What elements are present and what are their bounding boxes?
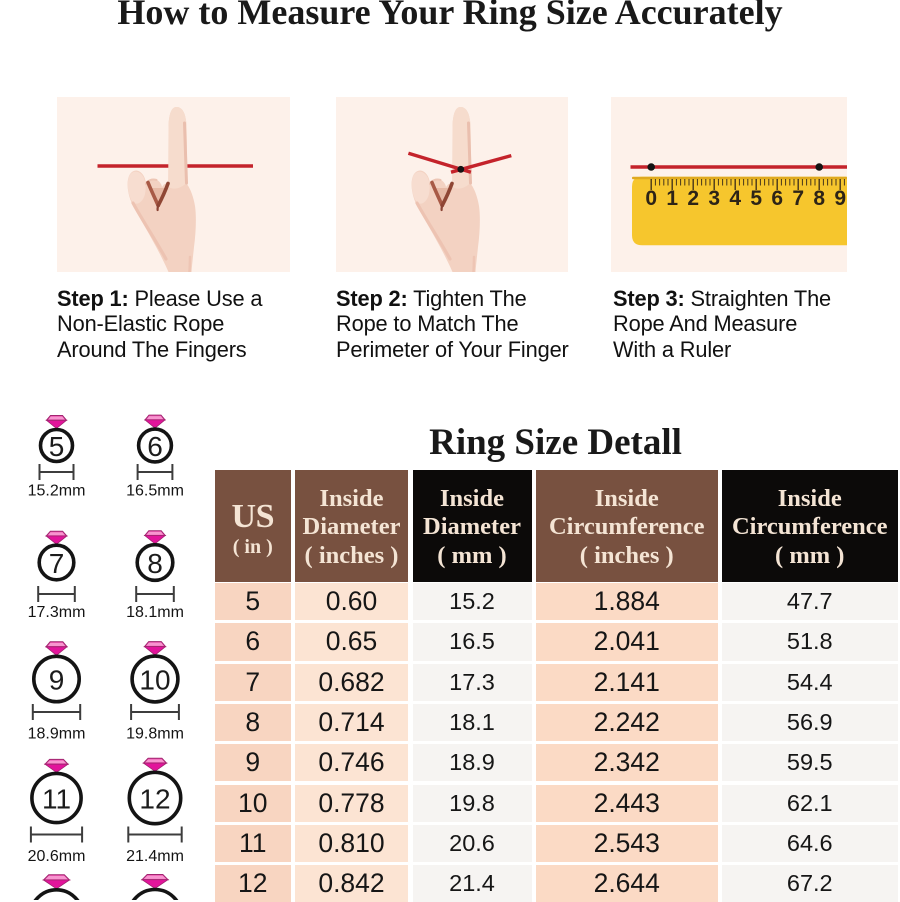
svg-text:9: 9 xyxy=(49,665,65,696)
svg-text:7: 7 xyxy=(49,548,65,579)
svg-text:9: 9 xyxy=(834,187,846,210)
svg-text:18.1mm: 18.1mm xyxy=(126,604,184,621)
svg-text:6: 6 xyxy=(147,431,163,462)
svg-text:5: 5 xyxy=(49,431,65,462)
svg-text:7: 7 xyxy=(792,187,804,210)
svg-text:19.8mm: 19.8mm xyxy=(126,726,184,743)
svg-text:21.4mm: 21.4mm xyxy=(126,848,184,865)
svg-text:8: 8 xyxy=(813,187,825,210)
svg-text:16.5mm: 16.5mm xyxy=(126,483,184,500)
svg-text:11: 11 xyxy=(42,784,71,815)
svg-text:0: 0 xyxy=(645,187,657,210)
svg-text:3: 3 xyxy=(708,187,720,210)
svg-text:8: 8 xyxy=(147,548,163,579)
svg-text:5: 5 xyxy=(750,187,762,210)
svg-text:15.2mm: 15.2mm xyxy=(28,483,86,500)
svg-text:20.6mm: 20.6mm xyxy=(28,848,86,865)
svg-text:12: 12 xyxy=(139,784,170,815)
svg-text:17.3mm: 17.3mm xyxy=(28,604,86,621)
svg-text:2: 2 xyxy=(687,187,699,210)
svg-text:10: 10 xyxy=(139,665,170,696)
svg-text:18.9mm: 18.9mm xyxy=(28,726,86,743)
svg-text:4: 4 xyxy=(729,187,741,210)
svg-text:1: 1 xyxy=(666,187,678,210)
svg-text:6: 6 xyxy=(771,187,783,210)
